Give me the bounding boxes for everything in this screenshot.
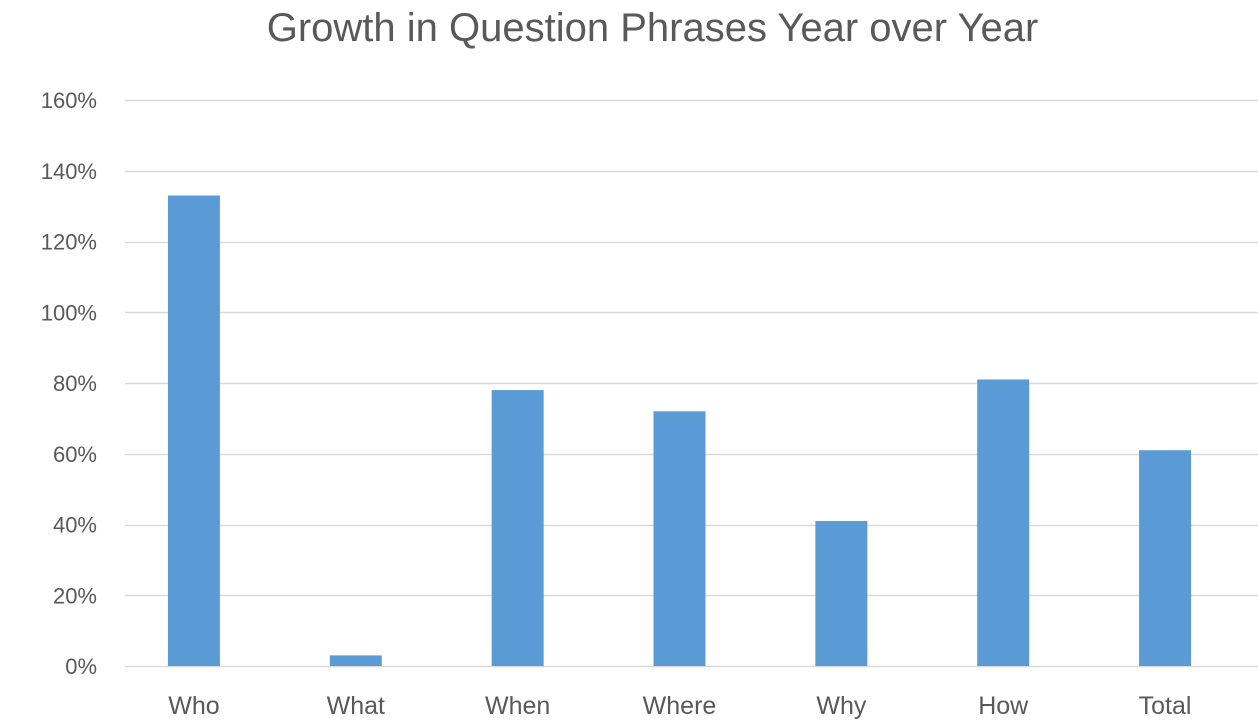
x-category-label: Who (168, 692, 219, 720)
chart-title: Growth in Question Phrases Year over Yea… (266, 6, 1039, 50)
y-tick-label: 20% (53, 583, 97, 608)
x-category-label: Where (643, 692, 717, 720)
x-category-label: Why (816, 692, 867, 720)
y-tick-label: 80% (53, 371, 97, 396)
x-category-label: When (485, 692, 550, 720)
bar-what (329, 655, 382, 666)
y-tick-label: 120% (41, 230, 97, 255)
bar-when (491, 390, 544, 666)
bar-how (977, 379, 1030, 666)
bars (167, 195, 1192, 666)
y-axis-ticks: 0% 20% 40% 60% 80% 100% 120% 140% 160% (41, 88, 97, 679)
x-axis-categories: Who What When Where Why How Total (168, 692, 1191, 720)
bar-total (1139, 450, 1192, 666)
bar-why (815, 520, 868, 666)
y-tick-label: 140% (41, 159, 97, 184)
y-tick-label: 60% (53, 442, 97, 467)
y-tick-label: 100% (41, 300, 97, 325)
y-tick-label: 160% (41, 88, 97, 113)
bar-where (653, 411, 706, 666)
x-category-label: What (327, 692, 385, 720)
y-tick-label: 40% (53, 513, 97, 538)
x-category-label: How (978, 692, 1029, 720)
bar-who (167, 195, 220, 666)
x-category-label: Total (1139, 692, 1192, 720)
y-tick-label: 0% (65, 654, 97, 679)
